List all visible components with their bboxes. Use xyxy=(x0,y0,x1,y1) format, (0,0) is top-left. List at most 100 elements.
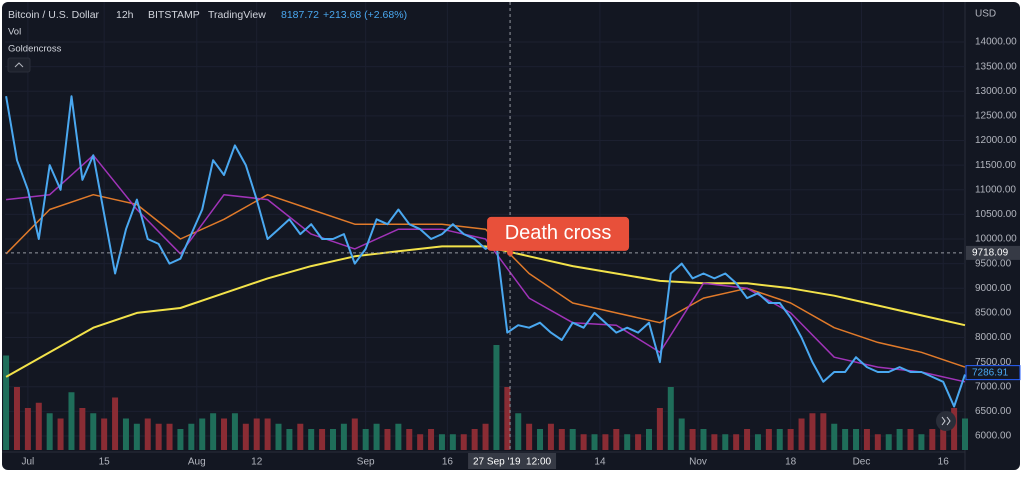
volume-bar xyxy=(569,429,576,450)
volume-bar xyxy=(558,429,565,450)
x-tick-label: 16 xyxy=(938,457,950,468)
volume-bar xyxy=(417,434,424,450)
volume-bar xyxy=(438,434,445,450)
x-tick-label: Nov xyxy=(689,457,707,468)
volume-bar xyxy=(624,434,631,450)
volume-bar xyxy=(35,402,42,450)
volume-bar xyxy=(242,423,249,450)
y-tick-label: 12000.00 xyxy=(975,135,1017,146)
overlay: 9718.09 27 Sep '19 12:00 7286.91 Death cros… xyxy=(5,2,1021,469)
volume-bar xyxy=(297,423,304,450)
volume-bar xyxy=(155,423,162,450)
volume-bar xyxy=(504,387,511,450)
x-tick-label: Aug xyxy=(188,457,206,468)
volume-bar xyxy=(471,429,478,450)
volume-bar xyxy=(68,392,75,450)
y-tick-label: 8000.00 xyxy=(975,332,1012,343)
volume-bar xyxy=(384,429,391,450)
y-tick-label: 7500.00 xyxy=(975,357,1012,368)
volume-bar xyxy=(537,429,544,450)
x-tick-label: 12 xyxy=(251,457,263,468)
volume-bar xyxy=(896,429,903,450)
volume-bar xyxy=(253,418,260,450)
y-tick-label: 10500.00 xyxy=(975,209,1017,220)
x-tick-label: Jul xyxy=(21,457,34,468)
volume-bar xyxy=(144,418,151,450)
volume-bar xyxy=(199,418,206,450)
volume-bar xyxy=(329,429,336,450)
volume-bar xyxy=(820,413,827,450)
volume-bar xyxy=(885,434,892,450)
volume-bar xyxy=(428,429,435,450)
scroll-button[interactable] xyxy=(936,411,956,431)
volume-bar xyxy=(733,434,740,450)
volume-bar xyxy=(700,429,707,450)
y-tick-label: 6500.00 xyxy=(975,406,1012,417)
volume-bar xyxy=(166,423,173,450)
volume-bar xyxy=(406,429,413,450)
volume-bar xyxy=(24,408,31,450)
volume-bar xyxy=(351,418,358,450)
series-line xyxy=(5,95,966,408)
current-price-label: 7286.91 xyxy=(972,367,1009,378)
volume-bar xyxy=(46,413,53,450)
y-tick-label: 14000.00 xyxy=(975,37,1017,48)
volume-bar xyxy=(744,429,751,450)
interval: 12h xyxy=(116,9,134,21)
y-tick-label: 11500.00 xyxy=(975,160,1016,171)
volume-bar xyxy=(809,413,816,450)
volume-pane xyxy=(3,345,968,450)
scroll-icon xyxy=(941,416,951,426)
x-tick-label: 14 xyxy=(594,457,606,468)
volume-bar xyxy=(526,423,533,450)
volume-bar xyxy=(787,429,794,450)
volume-bar xyxy=(754,434,761,450)
y-tick-label: 9500.00 xyxy=(975,258,1012,269)
volume-bar xyxy=(101,418,108,450)
volume-bar xyxy=(90,413,97,450)
study: Vol xyxy=(8,27,21,38)
study: Goldencross xyxy=(8,44,62,55)
volume-bar xyxy=(493,345,500,450)
volume-bar xyxy=(133,423,140,450)
crosshair-price-box xyxy=(966,245,1020,260)
volume-bar xyxy=(264,418,271,450)
volume-bar xyxy=(515,413,522,450)
volume-bar xyxy=(613,429,620,450)
y-tick-label: 10000.00 xyxy=(975,234,1017,245)
caret-icon xyxy=(14,62,24,68)
volume-bar xyxy=(210,413,217,450)
volume-bar xyxy=(395,423,402,450)
volume-bar xyxy=(962,418,968,450)
y-tick-label: 13500.00 xyxy=(975,61,1017,72)
volume-bar xyxy=(689,429,696,450)
volume-bar xyxy=(907,429,914,450)
volume-bar xyxy=(482,423,489,450)
y-axis-label: USD xyxy=(975,9,996,20)
volume-bar xyxy=(362,429,369,450)
series-line xyxy=(5,193,966,368)
collapse-button[interactable] xyxy=(7,57,31,73)
volume-bar xyxy=(188,423,195,450)
annotation-label: Death cross xyxy=(505,222,612,244)
volume-bar xyxy=(112,397,119,450)
series-line xyxy=(5,245,966,378)
volume-bar xyxy=(863,429,870,450)
y-tick-label: 6000.00 xyxy=(975,431,1012,442)
volume-bar xyxy=(460,434,467,450)
x-tick-label: Dec xyxy=(853,457,871,468)
volume-bar xyxy=(765,429,772,450)
volume-bar xyxy=(449,434,456,450)
volume-bar xyxy=(580,434,587,450)
volume-bar xyxy=(918,434,925,450)
volume-bar xyxy=(373,423,380,450)
volume-bar xyxy=(122,418,129,450)
volume-bar xyxy=(798,418,805,450)
y-tick-label: 12500.00 xyxy=(975,111,1017,122)
y-tick-label: 8500.00 xyxy=(975,308,1012,319)
volume-bar xyxy=(340,423,347,450)
volume-bar xyxy=(308,429,315,450)
x-tick-label: 15 xyxy=(99,457,111,468)
crosshair-time-box xyxy=(468,453,557,469)
